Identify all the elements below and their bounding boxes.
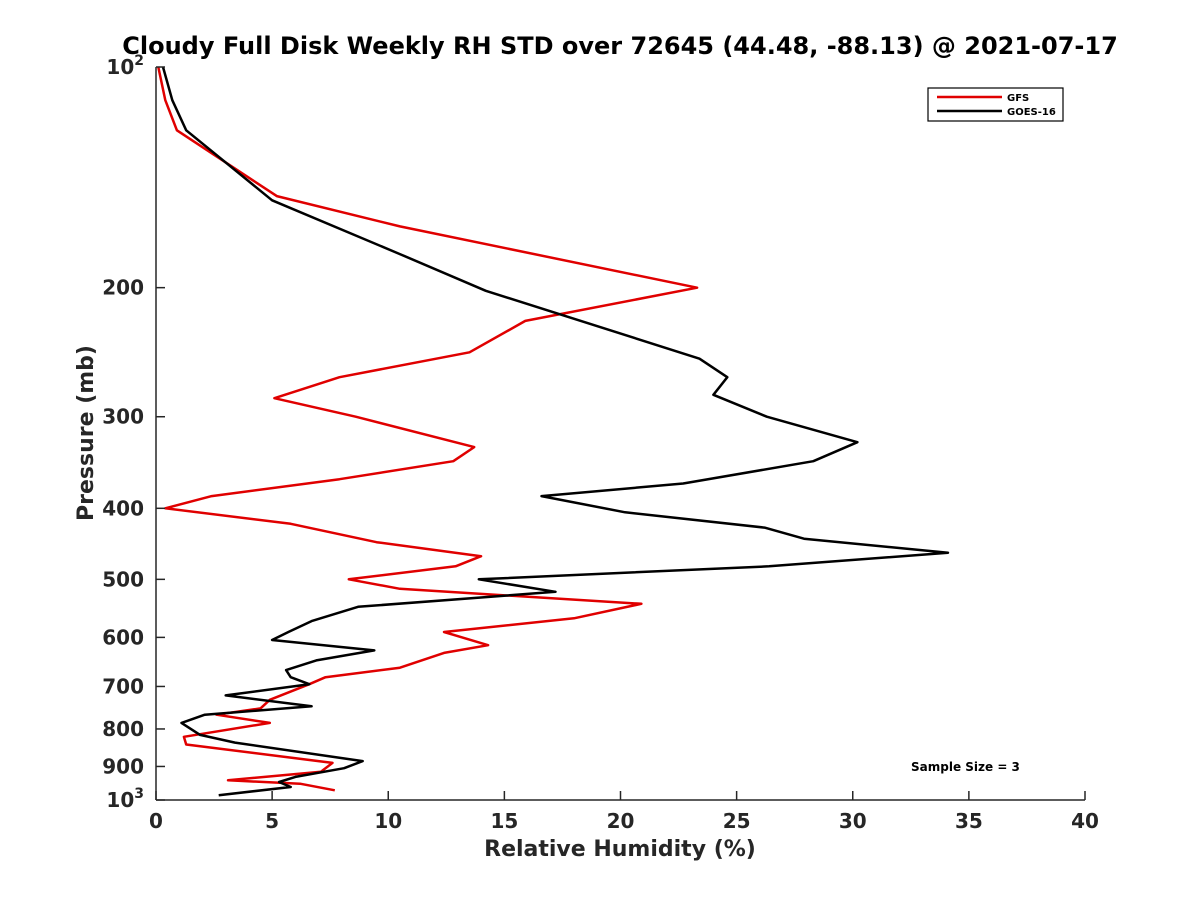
y-ticks: 102 200 300 400 500 600 700 800 900 103 xyxy=(102,53,165,812)
series-layer xyxy=(157,66,950,797)
series-line-gfs xyxy=(157,66,699,792)
x-tick-label: 15 xyxy=(490,809,518,833)
plot-area: 0 5 10 15 20 25 30 35 40 102 200 300 400 500 600 700 80… xyxy=(102,53,1099,833)
x-tick-label: 35 xyxy=(955,809,983,833)
y-tick-label: 103 xyxy=(106,786,144,812)
y-tick-label: 102 xyxy=(106,53,144,79)
series-line-goes16 xyxy=(161,66,950,797)
y-tick-label: 200 xyxy=(102,276,144,300)
y-tick-label: 600 xyxy=(102,625,144,649)
y-tick-label: 300 xyxy=(102,405,144,429)
chart-title: Cloudy Full Disk Weekly RH STD over 7264… xyxy=(122,32,1118,60)
legend-label-gfs: GFS xyxy=(1007,93,1029,104)
x-tick-label: 20 xyxy=(607,809,635,833)
y-tick-label: 800 xyxy=(102,717,144,741)
x-axis-label: Relative Humidity (%) xyxy=(484,837,756,862)
legend-box xyxy=(927,87,1064,122)
x-tick-label: 0 xyxy=(149,809,163,833)
x-tick-label: 5 xyxy=(265,809,279,833)
sample-size-annotation: Sample Size = 3 xyxy=(911,760,1020,774)
x-tick-label: 30 xyxy=(839,809,867,833)
x-ticks: 0 5 10 15 20 25 30 35 40 xyxy=(149,791,1099,833)
legend: GFS GOES-16 xyxy=(927,87,1064,122)
y-tick-label: 700 xyxy=(102,674,144,698)
legend-label-goes16: GOES-16 xyxy=(1007,107,1056,118)
y-tick-label: 400 xyxy=(102,496,144,520)
y-tick-label: 500 xyxy=(102,567,144,591)
x-tick-label: 25 xyxy=(723,809,751,833)
y-axis-label: Pressure (mb) xyxy=(74,345,99,521)
y-tick-label: 900 xyxy=(102,754,144,778)
x-tick-label: 40 xyxy=(1071,809,1099,833)
x-tick-label: 10 xyxy=(374,809,402,833)
